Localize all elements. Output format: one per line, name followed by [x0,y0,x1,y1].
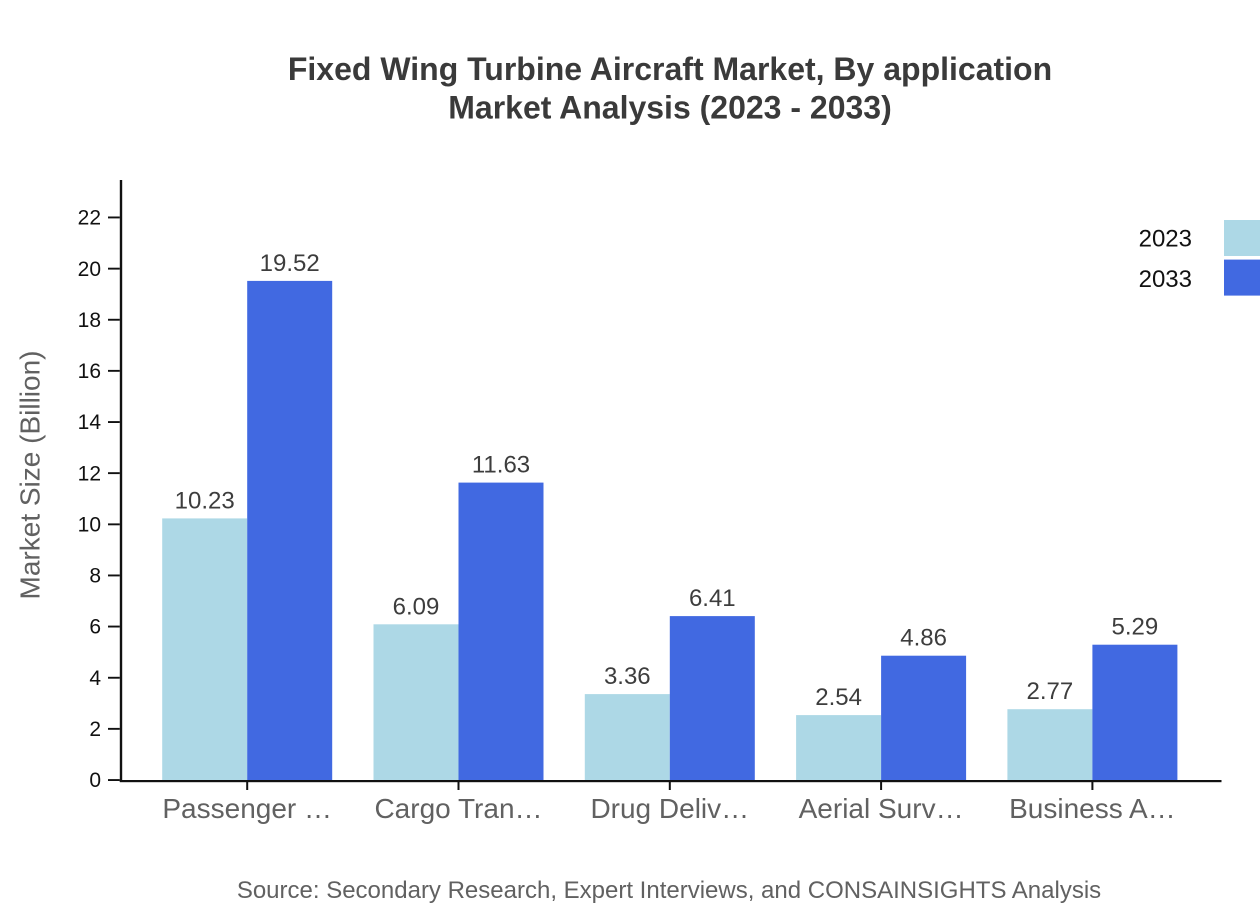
svg-text:18: 18 [78,309,101,332]
svg-text:14: 14 [78,411,102,434]
svg-text:2023: 2023 [1139,226,1192,253]
svg-text:4: 4 [89,667,101,690]
svg-text:2033: 2033 [1139,266,1192,293]
svg-text:Market Size (Billion): Market Size (Billion) [15,351,46,600]
svg-text:3.36: 3.36 [604,663,651,690]
svg-text:22: 22 [78,207,101,230]
svg-text:Source: Secondary Research, Ex: Source: Secondary Research, Expert Inter… [237,877,1101,904]
svg-text:Cargo Tran…: Cargo Tran… [374,793,542,824]
svg-text:2: 2 [89,718,101,741]
svg-text:2.77: 2.77 [1027,678,1074,705]
svg-text:12: 12 [78,462,101,485]
svg-text:11.63: 11.63 [472,452,530,479]
svg-text:6.41: 6.41 [689,585,736,612]
svg-text:4.86: 4.86 [900,625,947,652]
svg-text:Aerial Surv…: Aerial Surv… [799,793,964,824]
svg-text:8: 8 [89,565,101,588]
svg-text:5.29: 5.29 [1112,614,1159,641]
svg-text:20: 20 [78,258,101,281]
svg-text:16: 16 [78,360,101,383]
svg-text:Drug Deliv…: Drug Deliv… [590,793,749,824]
svg-text:10: 10 [78,514,101,537]
svg-text:2.54: 2.54 [815,684,862,711]
svg-text:Passenger …: Passenger … [162,793,332,824]
svg-text:Market Analysis (2023 - 2033): Market Analysis (2023 - 2033) [448,89,892,125]
svg-text:Fixed Wing Turbine Aircraft Ma: Fixed Wing Turbine Aircraft Market, By a… [288,51,1052,87]
svg-text:6: 6 [89,616,101,639]
svg-text:10.23: 10.23 [175,487,235,514]
svg-text:19.52: 19.52 [260,250,320,277]
svg-text:6.09: 6.09 [393,593,440,620]
svg-text:Business A…: Business A… [1009,793,1176,824]
svg-text:0: 0 [89,769,101,792]
